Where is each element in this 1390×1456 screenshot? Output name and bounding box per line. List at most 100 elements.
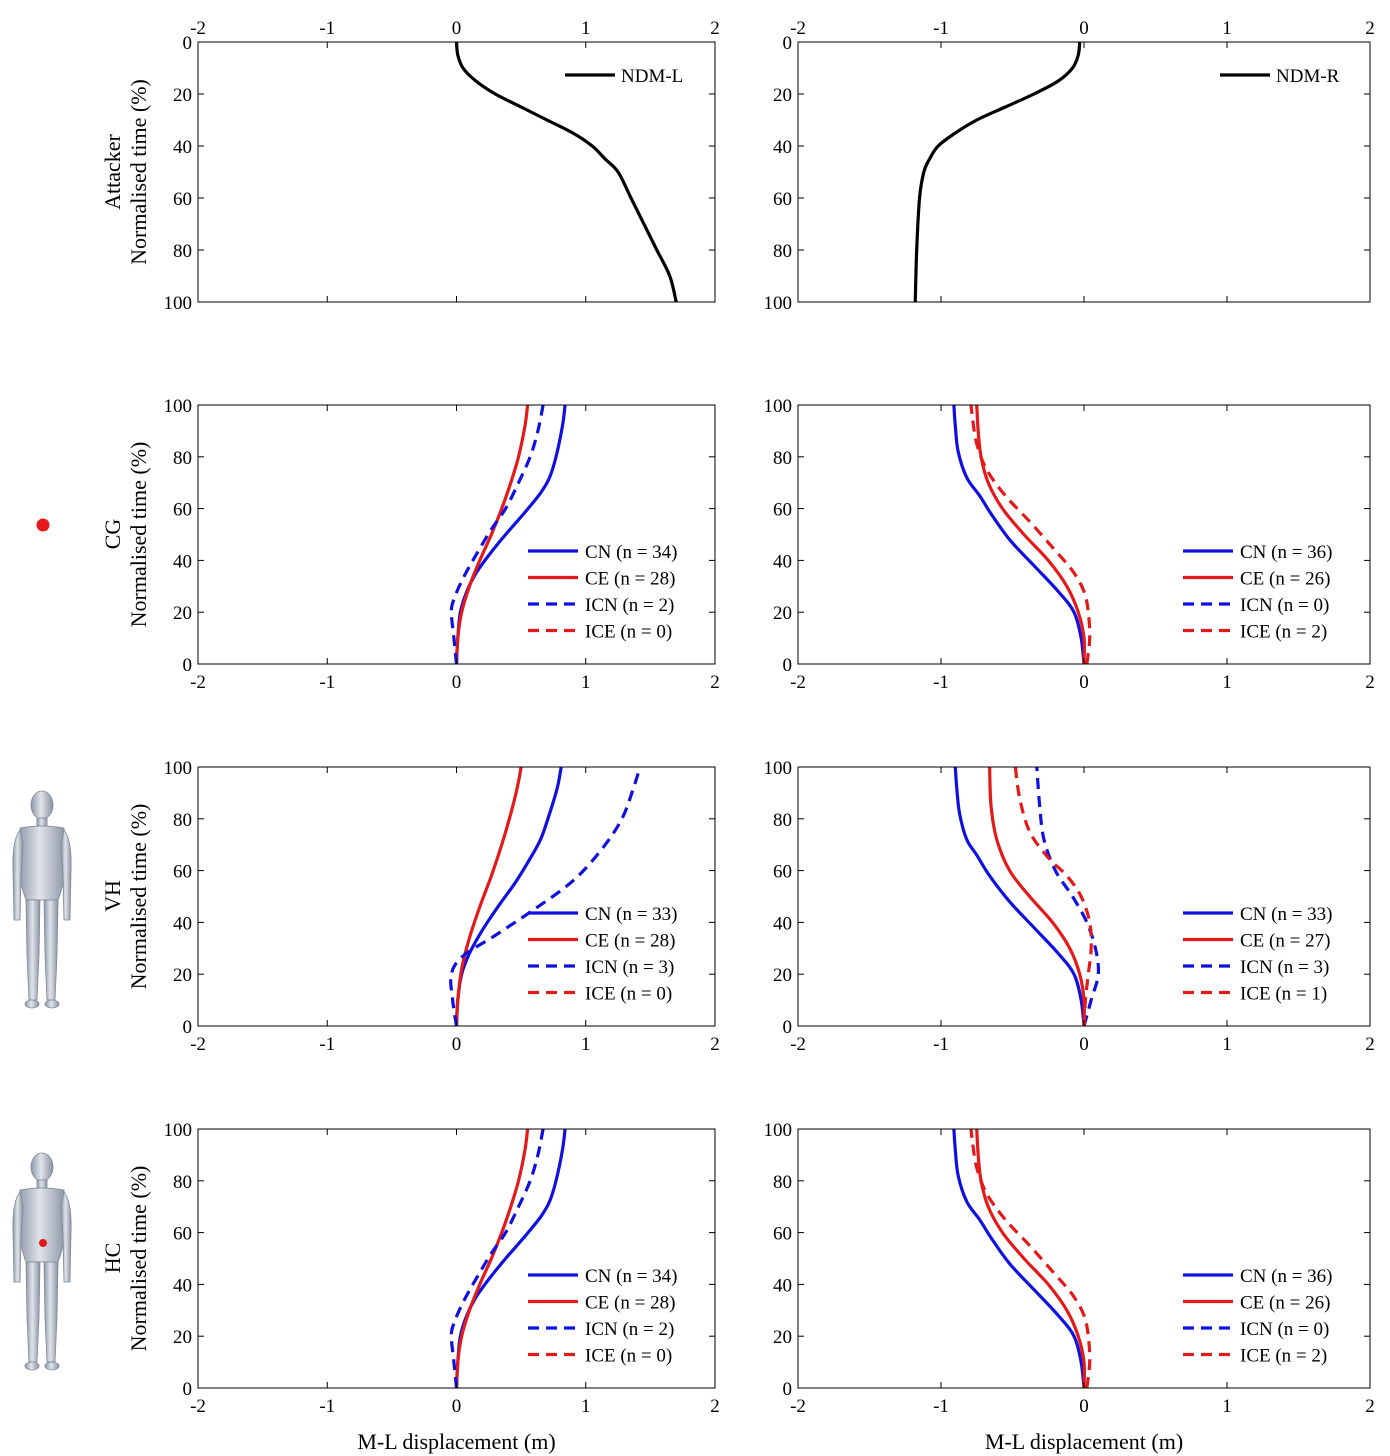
x-tick-label: -1 xyxy=(319,672,335,693)
series-line-ce xyxy=(975,1129,1087,1388)
y-tick-label: 60 xyxy=(173,862,192,883)
legend-label: CE (n = 28) xyxy=(585,931,675,952)
y-tick-label: 0 xyxy=(183,1379,193,1400)
row-label-hc: HC xyxy=(100,1243,125,1274)
series-line-cn xyxy=(454,405,567,664)
x-tick-label: -1 xyxy=(319,18,335,39)
x-tick-label: -2 xyxy=(190,1396,206,1417)
y-tick-label: 60 xyxy=(773,189,792,210)
x-tick-label: 1 xyxy=(581,1396,591,1417)
y-tick-label: 100 xyxy=(164,758,193,779)
x-tick-label: 1 xyxy=(1222,18,1232,39)
y-tick-label: 0 xyxy=(183,655,193,676)
series-group xyxy=(952,1129,1092,1388)
x-tick-label: 2 xyxy=(1365,1396,1375,1417)
y-tick-label: 20 xyxy=(773,965,792,986)
x-tick-label: -2 xyxy=(790,1396,806,1417)
y-axis-label: Normalised time (%) xyxy=(126,79,151,265)
series-line-ice xyxy=(969,1129,1092,1388)
x-tick-label: 0 xyxy=(1079,18,1089,39)
legend-label: ICE (n = 2) xyxy=(1240,622,1327,643)
series-group xyxy=(449,767,642,1026)
human-figure-icon xyxy=(12,790,72,1009)
legend-label: ICE (n = 0) xyxy=(585,622,672,643)
legend: CN (n = 34) CE (n = 28) ICN (n = 2) ICE (n … xyxy=(528,542,678,643)
legend-label: ICE (n = 0) xyxy=(585,1346,672,1367)
y-axis-label: Normalised time (%) xyxy=(126,804,151,990)
y-tick-label: 100 xyxy=(764,396,793,417)
y-tick-label: 0 xyxy=(183,1017,193,1038)
y-tick-label: 80 xyxy=(773,448,792,469)
y-tick-label: 0 xyxy=(183,33,193,54)
y-tick-label: 60 xyxy=(773,1224,792,1245)
y-tick-label: 80 xyxy=(773,1172,792,1193)
x-tick-label: 0 xyxy=(452,1034,462,1055)
x-tick-label: 0 xyxy=(452,1396,462,1417)
x-tick-label: 0 xyxy=(452,18,462,39)
y-tick-label: 80 xyxy=(773,810,792,831)
y-tick-label: 40 xyxy=(173,913,192,934)
x-tick-label: -2 xyxy=(790,672,806,693)
x-tick-label: -1 xyxy=(319,1034,335,1055)
x-tick-label: 2 xyxy=(710,672,720,693)
series-line-ce xyxy=(454,405,530,664)
legend-label: ICN (n = 2) xyxy=(585,595,674,616)
y-axis-label: Normalised time (%) xyxy=(126,1166,151,1352)
y-tick-label: 40 xyxy=(173,137,192,158)
y-tick-label: 60 xyxy=(173,189,192,210)
legend: NDM-R xyxy=(1220,66,1340,87)
y-tick-label: 40 xyxy=(773,137,792,158)
legend-label: CN (n = 36) xyxy=(1240,542,1333,563)
series-line-ce xyxy=(975,405,1087,664)
legend: CN (n = 36) CE (n = 26) ICN (n = 0) ICE (n … xyxy=(1183,542,1333,643)
row-label-vh: VH xyxy=(100,880,125,912)
series-line-ce xyxy=(988,767,1086,1026)
x-tick-label: 1 xyxy=(1222,672,1232,693)
legend: CN (n = 33) CE (n = 28) ICN (n = 3) ICE (n … xyxy=(528,904,678,1005)
series-line-icn xyxy=(449,1129,545,1388)
legend: CN (n = 36) CE (n = 26) ICN (n = 0) ICE (n … xyxy=(1183,1266,1333,1367)
legend-label: ICN (n = 3) xyxy=(585,957,674,978)
series-line-icn xyxy=(1035,767,1101,1026)
legend-label: CN (n = 36) xyxy=(1240,1266,1333,1287)
y-tick-label: 0 xyxy=(783,655,793,676)
y-tick-label: 100 xyxy=(164,1120,193,1141)
y-tick-label: 80 xyxy=(773,241,792,262)
series-group xyxy=(952,405,1092,664)
y-tick-label: 20 xyxy=(173,85,192,106)
series-group xyxy=(454,42,678,302)
x-tick-label: 2 xyxy=(1365,1034,1375,1055)
x-tick-label: -2 xyxy=(190,672,206,693)
x-tick-label: 2 xyxy=(710,18,720,39)
legend-label: NDM-R xyxy=(1276,66,1340,87)
legend: CN (n = 34) CE (n = 28) ICN (n = 2) ICE (n … xyxy=(528,1266,678,1367)
row-label-cg: CG xyxy=(100,519,125,550)
series-line-ce xyxy=(454,767,523,1026)
series-line-ice xyxy=(969,405,1092,664)
x-tick-label: 2 xyxy=(710,1034,720,1055)
red-dot-marker-icon xyxy=(36,518,50,532)
y-tick-label: 100 xyxy=(764,758,793,779)
y-tick-label: 0 xyxy=(783,33,793,54)
x-tick-label: 0 xyxy=(1079,1396,1089,1417)
series-line-cn xyxy=(952,1129,1086,1388)
series-line-cn xyxy=(454,767,563,1026)
x-tick-label: -2 xyxy=(790,1034,806,1055)
legend-label: CN (n = 34) xyxy=(585,542,678,563)
x-tick-label: -2 xyxy=(790,18,806,39)
series-line-ndm xyxy=(913,42,1082,302)
legend-label: ICN (n = 3) xyxy=(1240,957,1329,978)
x-tick-label: 1 xyxy=(581,18,591,39)
y-tick-label: 60 xyxy=(773,862,792,883)
y-tick-label: 40 xyxy=(773,551,792,572)
y-tick-label: 20 xyxy=(173,603,192,624)
legend-label: ICN (n = 0) xyxy=(1240,1319,1329,1340)
legend-label: CE (n = 26) xyxy=(1240,569,1330,590)
series-line-icn xyxy=(449,405,545,664)
legend-label: CE (n = 28) xyxy=(585,569,675,590)
x-tick-label: 1 xyxy=(1222,1396,1232,1417)
